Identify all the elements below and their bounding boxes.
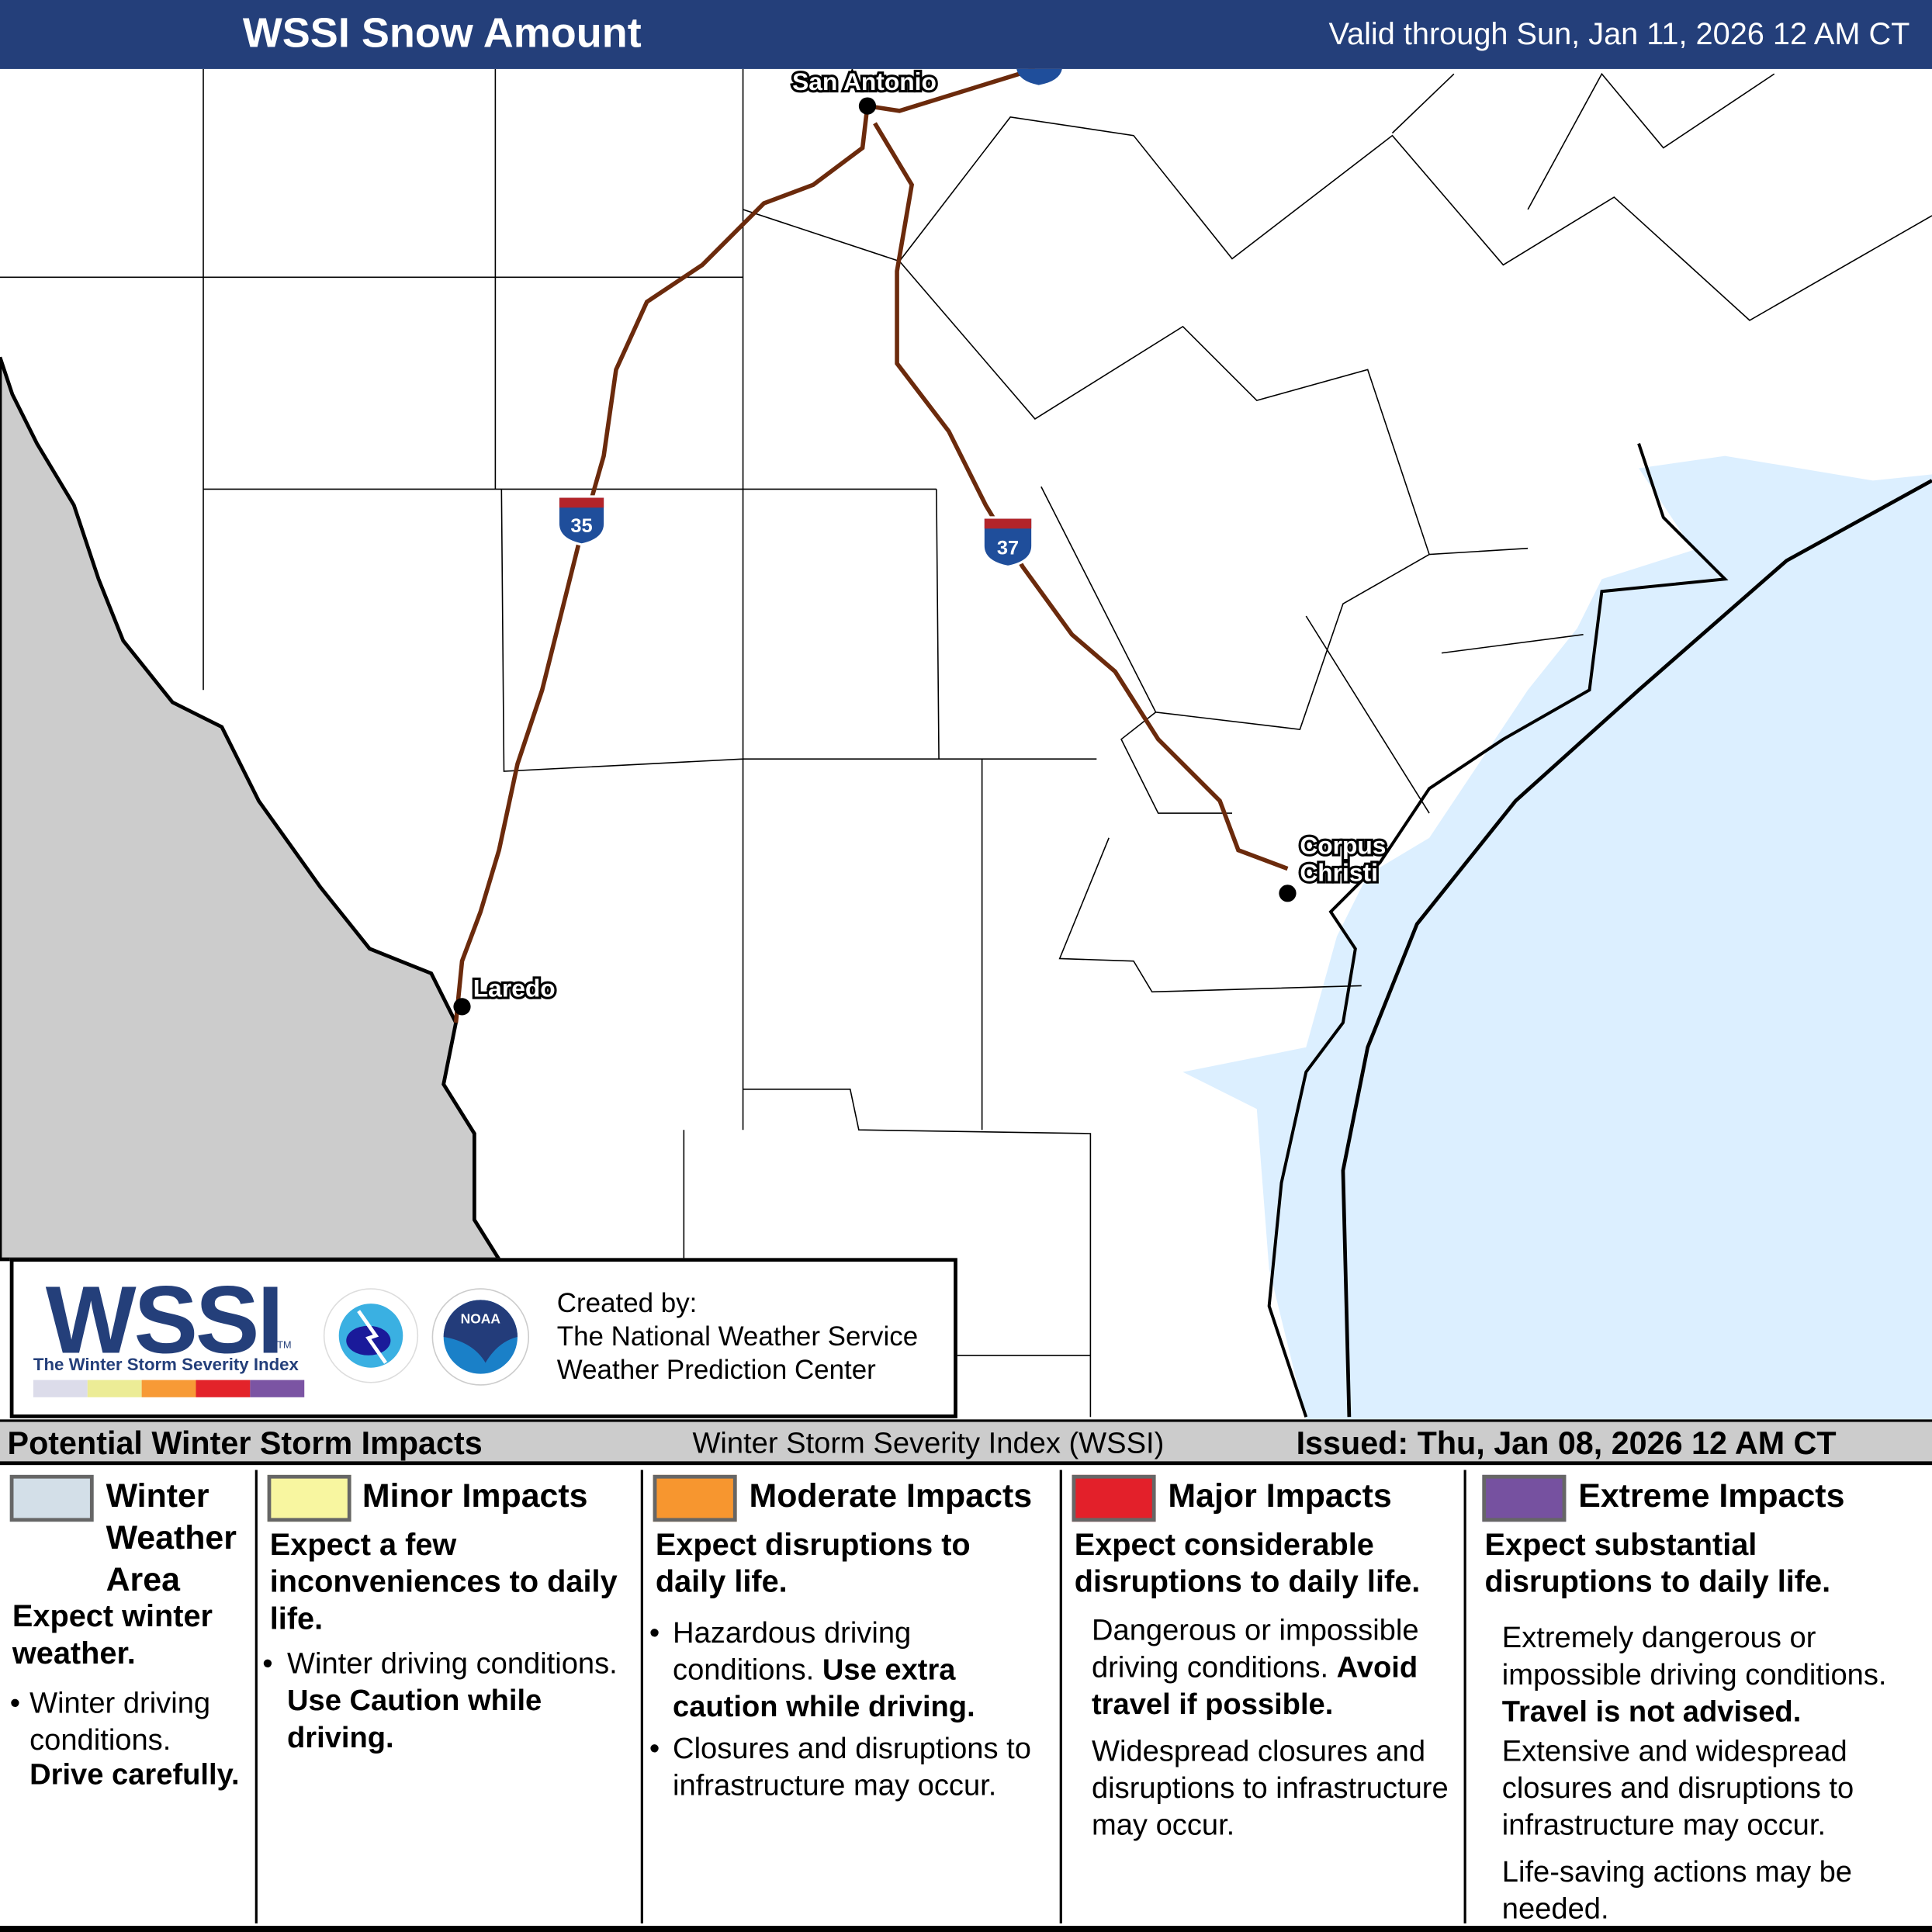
col-text: Extremely dangerous or impossible drivin…	[1501, 1621, 1887, 1729]
i-37-shield-icon: 37	[982, 516, 1034, 569]
wssi-color-scale	[33, 1380, 305, 1397]
city-markers	[453, 97, 1297, 1016]
coastline	[1341, 479, 1932, 1418]
credits-text: Created by: The National Weather Service…	[557, 1286, 918, 1387]
bay-shoreline	[1267, 443, 1729, 1418]
credits-box: WSSI TM The Winter Storm Severity Index …	[9, 1258, 957, 1418]
swatch-extreme	[1482, 1474, 1567, 1522]
map: San Antonio Corpus Christi Laredo 35 37	[0, 68, 1932, 1420]
col-summary: Expect substantial disruptions to daily …	[1484, 1528, 1831, 1600]
i-37-route	[873, 122, 1289, 871]
col-bold: Drive carefully.	[29, 1758, 240, 1792]
col-bullet: Winter driving conditions.	[29, 1686, 211, 1757]
map-title: WSSI Snow Amount	[242, 9, 642, 57]
bullet: •	[649, 1732, 660, 1766]
bullet: •	[649, 1616, 660, 1650]
org-wpc: Weather Prediction Center	[556, 1354, 876, 1385]
wssi-tagline: The Winter Storm Severity Index	[33, 1354, 299, 1374]
col-summary: Expect considerable disruptions to daily…	[1074, 1528, 1421, 1600]
valid-through: Valid through Sun, Jan 11, 2026 12 AM CT	[1328, 17, 1910, 52]
swatch-major	[1072, 1474, 1156, 1522]
col-text-2: Widespread closures and disruptions to i…	[1091, 1734, 1449, 1843]
col-bullet: Winter driving conditions. Use Caution w…	[287, 1647, 618, 1755]
i-10-shield-icon	[1016, 68, 1062, 85]
mexico-area	[0, 356, 503, 1262]
gulf-water	[1182, 455, 1932, 1420]
col-title: Extreme Impacts	[1578, 1477, 1845, 1515]
bullet: •	[9, 1686, 21, 1720]
col-text: Dangerous or impossible driving conditio…	[1091, 1614, 1419, 1722]
nws-logo-icon	[323, 1288, 419, 1383]
i-35-shield-icon: 35	[556, 495, 607, 546]
svg-text:37: 37	[997, 538, 1019, 559]
col-summary: Expect disruptions to daily life.	[655, 1528, 971, 1600]
svg-text:NOAA: NOAA	[461, 1311, 501, 1327]
impact-legend: Winter Weather Area Expect winter weather.…	[0, 1463, 1932, 1932]
col-bullet: Hazardous driving conditions. Use extra …	[673, 1616, 975, 1724]
swatch-winter-weather-area	[9, 1474, 94, 1522]
legend-heading: Potential Winter Storm Impacts	[7, 1424, 483, 1462]
county-lines	[0, 68, 1932, 1418]
col-title: Minor Impacts	[362, 1477, 588, 1515]
bullet: •	[262, 1647, 273, 1681]
city-label-laredo: Laredo	[473, 975, 556, 1002]
laredo-dot	[453, 998, 471, 1016]
col-text-3: Life-saving actions may be needed.	[1501, 1855, 1853, 1927]
col-title: Major Impacts	[1168, 1477, 1392, 1515]
header-bar: WSSI Snow Amount Valid through Sun, Jan …	[0, 0, 1932, 69]
col-bullet: Closures and disruptions to infrastructu…	[673, 1732, 1031, 1803]
col-summary: Expect a few inconveniences to daily lif…	[269, 1528, 618, 1636]
city-label-corpus-line1: Corpus	[1300, 831, 1386, 859]
col-summary: Expect winter weather.	[12, 1599, 213, 1671]
swatch-minor	[267, 1474, 351, 1522]
noaa-logo-icon: NOAA	[431, 1288, 530, 1386]
col-title: Moderate Impacts	[749, 1477, 1033, 1515]
i-10-route	[867, 68, 1036, 113]
wssi-logo: WSSI	[45, 1265, 284, 1374]
bottom-border	[0, 1926, 1932, 1932]
org-nws: The National Weather Service	[556, 1321, 919, 1352]
legend-title-bar: Potential Winter Storm Impacts Winter St…	[0, 1419, 1932, 1466]
city-label-san-antonio: San Antonio	[792, 69, 937, 95]
swatch-moderate	[653, 1474, 737, 1522]
svg-text:35: 35	[570, 515, 592, 537]
city-label-corpus-line2: Christi	[1300, 858, 1378, 886]
col-title: Winter Weather Area	[106, 1477, 237, 1598]
corpus-christi-dot	[1279, 885, 1297, 902]
legend-index-name: Winter Storm Severity Index (WSSI)	[692, 1426, 1165, 1460]
created-by-label: Created by:	[556, 1287, 698, 1319]
issued-time: Issued: Thu, Jan 08, 2026 12 AM CT	[1296, 1424, 1837, 1462]
col-text-2: Extensive and widespread closures and di…	[1501, 1734, 1854, 1843]
trademark: TM	[277, 1339, 292, 1351]
san-antonio-dot	[858, 97, 877, 115]
